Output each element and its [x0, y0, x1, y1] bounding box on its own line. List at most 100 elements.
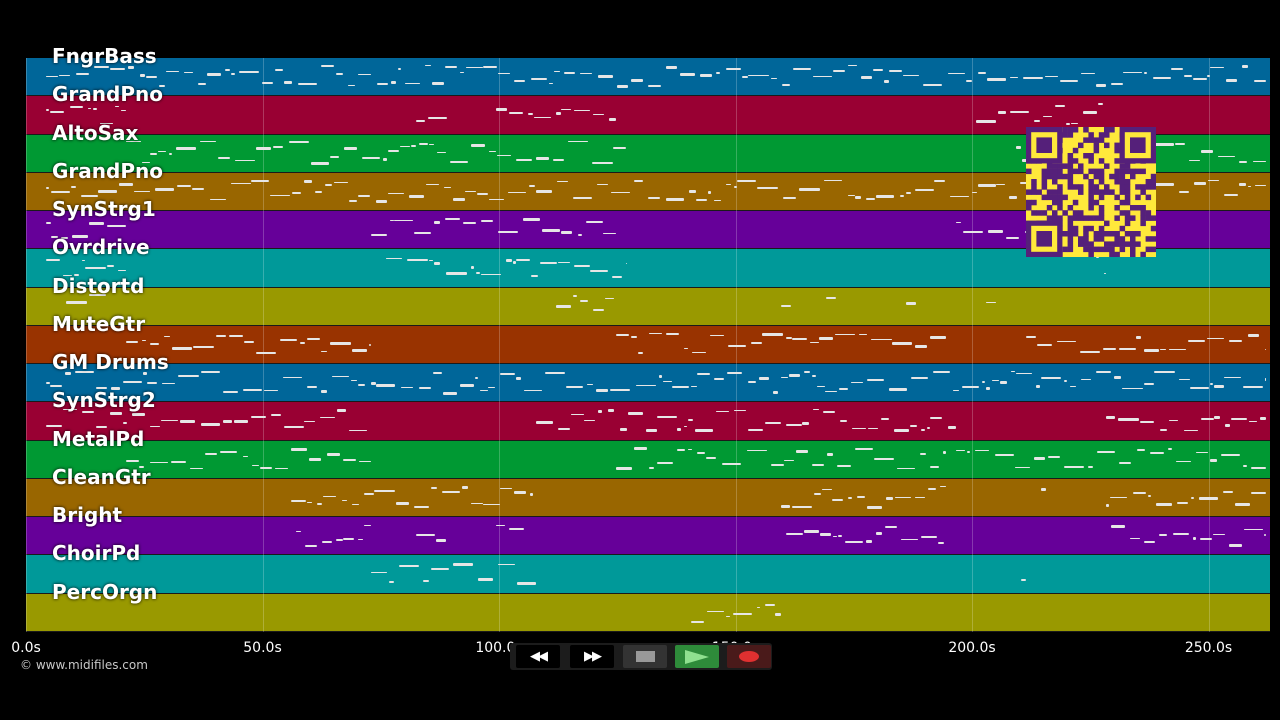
note-mark: [553, 159, 564, 162]
note-mark: [1250, 466, 1266, 469]
note-mark: [1081, 378, 1091, 380]
qr-code: [1026, 127, 1157, 258]
note-mark: [1179, 190, 1190, 193]
note-mark: [347, 84, 356, 86]
note-mark: [489, 199, 505, 201]
note-mark: [567, 141, 589, 143]
note-mark: [110, 67, 126, 70]
note-mark: [176, 184, 192, 187]
note-mark: [1222, 490, 1234, 493]
note-mark: [593, 114, 604, 116]
note-mark: [895, 497, 911, 499]
note-mark: [445, 65, 457, 68]
note-mark: [1235, 503, 1250, 507]
note-mark: [508, 528, 525, 531]
note-mark: [352, 504, 359, 506]
note-mark: [1096, 450, 1116, 453]
note-mark: [220, 451, 238, 454]
note-mark: [1153, 142, 1175, 146]
track-name-label: CleanGtr: [52, 464, 151, 489]
note-mark: [804, 530, 819, 534]
note-mark: [46, 109, 50, 112]
rewind-button[interactable]: ◀◀: [516, 645, 560, 668]
note-mark: [1000, 381, 1007, 385]
note-mark: [555, 112, 561, 116]
note-mark: [478, 577, 493, 581]
note-mark: [952, 390, 959, 392]
note-mark: [314, 190, 322, 193]
note-mark: [914, 189, 934, 192]
note-mark: [121, 109, 126, 111]
note-mark: [598, 409, 603, 413]
note-mark: [987, 229, 1003, 233]
note-mark: [665, 198, 684, 201]
note-mark: [410, 144, 417, 147]
play-button[interactable]: [675, 645, 719, 668]
note-mark: [786, 336, 792, 339]
note-mark: [1096, 256, 1100, 259]
note-mark: [46, 258, 60, 261]
note-mark: [1247, 334, 1260, 338]
note-mark: [176, 147, 197, 151]
note-mark: [177, 375, 199, 378]
note-mark: [465, 67, 484, 69]
fast-forward-button[interactable]: ▶▶: [570, 645, 614, 668]
note-mark: [780, 377, 789, 379]
note-mark: [425, 65, 432, 67]
note-mark: [150, 343, 160, 346]
note-mark: [873, 69, 884, 72]
note-mark: [873, 457, 894, 460]
note-mark: [901, 538, 919, 540]
note-mark: [488, 387, 495, 389]
note-mark: [866, 379, 885, 382]
note-mark: [772, 390, 778, 394]
note-mark: [462, 221, 476, 224]
note-mark: [1183, 429, 1199, 431]
note-mark: [398, 564, 419, 567]
note-mark: [59, 75, 71, 77]
note-mark: [234, 159, 256, 161]
record-button[interactable]: [727, 645, 771, 668]
note-mark: [242, 456, 249, 458]
note-mark: [1113, 376, 1122, 380]
time-tick-label: 200.0s: [948, 640, 996, 656]
note-mark: [1063, 379, 1067, 382]
note-mark: [75, 73, 90, 76]
note-mark: [1194, 182, 1207, 186]
note-mark: [1132, 492, 1146, 495]
note-mark: [465, 190, 476, 192]
note-mark: [579, 73, 593, 75]
transport-bar: ◀◀ ▶▶: [510, 643, 772, 670]
note-mark: [409, 194, 425, 198]
note-mark: [823, 411, 835, 414]
note-mark: [275, 69, 284, 72]
note-mark: [223, 419, 233, 423]
note-mark: [69, 105, 84, 108]
note-mark: [200, 141, 217, 143]
track-name-label: FngrBass: [52, 44, 157, 68]
note-mark: [396, 502, 409, 506]
note-mark: [1111, 525, 1126, 529]
note-mark: [459, 383, 475, 387]
note-mark: [375, 199, 388, 203]
note-mark: [1213, 416, 1221, 420]
note-mark: [321, 65, 335, 67]
note-mark: [573, 196, 593, 199]
note-mark: [919, 453, 927, 456]
note-mark: [251, 179, 269, 182]
note-mark: [684, 425, 688, 427]
note-mark: [534, 117, 552, 119]
note-mark: [633, 447, 647, 451]
note-mark: [1192, 537, 1197, 541]
note-mark: [956, 222, 962, 224]
note-mark: [470, 144, 486, 148]
note-mark: [46, 186, 50, 189]
stop-button[interactable]: [623, 645, 667, 668]
note-mark: [765, 603, 775, 606]
note-mark: [966, 79, 972, 82]
note-mark: [92, 108, 97, 111]
note-mark: [714, 199, 721, 201]
note-mark: [497, 563, 515, 565]
note-mark: [826, 296, 836, 299]
note-mark: [786, 532, 803, 535]
